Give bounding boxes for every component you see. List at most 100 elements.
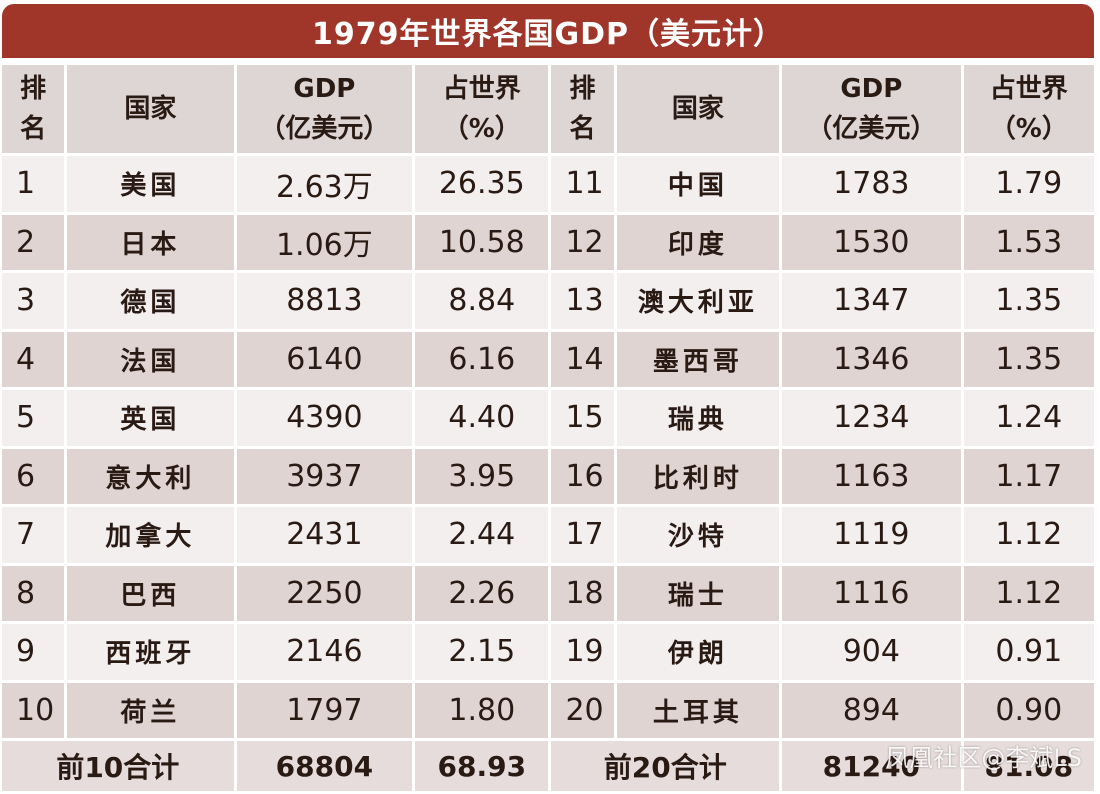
gdp-cell: 6140 bbox=[236, 331, 413, 387]
header-gdp-left: GDP （亿美元） bbox=[236, 65, 413, 153]
table-row: 8 巴西 2250 2.26 18 瑞士 1116 1.12 bbox=[2, 565, 1094, 621]
rank-cell: 5 bbox=[2, 390, 65, 446]
country-cell: 英国 bbox=[67, 390, 234, 446]
share-cell: 0.90 bbox=[963, 682, 1094, 738]
gdp-cell: 904 bbox=[782, 624, 961, 680]
gdp-cell: 4390 bbox=[236, 390, 413, 446]
country-cell: 沙特 bbox=[616, 507, 780, 563]
country-cell: 中国 bbox=[616, 156, 780, 212]
rank-cell: 12 bbox=[551, 214, 614, 270]
gdp-cell: 3937 bbox=[236, 448, 413, 504]
share-cell: 1.24 bbox=[963, 390, 1094, 446]
share-cell: 6.16 bbox=[415, 331, 549, 387]
share-cell: 2.26 bbox=[415, 565, 549, 621]
table-row: 9 西班牙 2146 2.15 19 伊朗 904 0.91 bbox=[2, 624, 1094, 680]
country-cell: 印度 bbox=[616, 214, 780, 270]
top10-total-gdp: 68804 bbox=[236, 741, 413, 791]
country-cell: 日本 bbox=[67, 214, 234, 270]
header-share-right: 占世界 （%） bbox=[963, 65, 1094, 153]
gdp-cell: 2431 bbox=[236, 507, 413, 563]
country-cell: 德国 bbox=[67, 273, 234, 329]
rank-cell: 1 bbox=[2, 156, 65, 212]
share-cell: 1.79 bbox=[963, 156, 1094, 212]
country-cell: 西班牙 bbox=[67, 624, 234, 680]
header-rank-left: 排 名 bbox=[2, 65, 65, 153]
share-cell: 1.53 bbox=[963, 214, 1094, 270]
gdp-cell: 2146 bbox=[236, 624, 413, 680]
country-cell: 澳大利亚 bbox=[616, 273, 780, 329]
rank-cell: 14 bbox=[551, 331, 614, 387]
share-cell: 8.84 bbox=[415, 273, 549, 329]
country-cell: 荷兰 bbox=[67, 682, 234, 738]
gdp-table-card: 1979年世界各国GDP（美元计） 排 名 国家 GDP （亿美元） bbox=[2, 4, 1094, 791]
rank-cell: 8 bbox=[2, 565, 65, 621]
country-cell: 意大利 bbox=[67, 448, 234, 504]
share-cell: 1.35 bbox=[963, 331, 1094, 387]
gdp-cell: 1783 bbox=[782, 156, 961, 212]
country-cell: 加拿大 bbox=[67, 507, 234, 563]
gdp-cell: 1.06万 bbox=[236, 214, 413, 270]
share-cell: 1.80 bbox=[415, 682, 549, 738]
rank-cell: 15 bbox=[551, 390, 614, 446]
country-cell: 比利时 bbox=[616, 448, 780, 504]
gdp-cell: 1116 bbox=[782, 565, 961, 621]
share-cell: 1.35 bbox=[963, 273, 1094, 329]
gdp-cell: 2.63万 bbox=[236, 156, 413, 212]
rank-cell: 20 bbox=[551, 682, 614, 738]
rank-cell: 4 bbox=[2, 331, 65, 387]
rank-cell: 16 bbox=[551, 448, 614, 504]
table-row: 1 美国 2.63万 26.35 11 中国 1783 1.79 bbox=[2, 156, 1094, 212]
share-cell: 1.12 bbox=[963, 565, 1094, 621]
rank-cell: 17 bbox=[551, 507, 614, 563]
header-country-left: 国家 bbox=[67, 65, 234, 153]
rank-cell: 6 bbox=[2, 448, 65, 504]
share-cell: 2.44 bbox=[415, 507, 549, 563]
country-cell: 瑞典 bbox=[616, 390, 780, 446]
header-row: 排 名 国家 GDP （亿美元） 占世界 （%） 排 名 国家 bbox=[2, 65, 1094, 153]
table-row: 5 英国 4390 4.40 15 瑞典 1234 1.24 bbox=[2, 390, 1094, 446]
top20-total-share: 81.08 bbox=[963, 741, 1094, 791]
table-row: 7 加拿大 2431 2.44 17 沙特 1119 1.12 bbox=[2, 507, 1094, 563]
rank-cell: 11 bbox=[551, 156, 614, 212]
share-cell: 3.95 bbox=[415, 448, 549, 504]
gdp-cell: 1163 bbox=[782, 448, 961, 504]
share-cell: 0.91 bbox=[963, 624, 1094, 680]
totals-row: 前10合计 68804 68.93 前20合计 81240 81.08 bbox=[2, 741, 1094, 791]
country-cell: 伊朗 bbox=[616, 624, 780, 680]
country-cell: 美国 bbox=[67, 156, 234, 212]
rank-cell: 3 bbox=[2, 273, 65, 329]
rank-cell: 10 bbox=[2, 682, 65, 738]
share-cell: 1.17 bbox=[963, 448, 1094, 504]
header-rank-right: 排 名 bbox=[551, 65, 614, 153]
rank-cell: 7 bbox=[2, 507, 65, 563]
top10-total-share: 68.93 bbox=[415, 741, 549, 791]
table-row: 3 德国 8813 8.84 13 澳大利亚 1347 1.35 bbox=[2, 273, 1094, 329]
top10-total-label: 前10合计 bbox=[2, 741, 234, 791]
header-share-left: 占世界 （%） bbox=[415, 65, 549, 153]
share-cell: 10.58 bbox=[415, 214, 549, 270]
gdp-cell: 1119 bbox=[782, 507, 961, 563]
country-cell: 瑞士 bbox=[616, 565, 780, 621]
table-row: 6 意大利 3937 3.95 16 比利时 1163 1.17 bbox=[2, 448, 1094, 504]
gdp-cell: 2250 bbox=[236, 565, 413, 621]
country-cell: 法国 bbox=[67, 331, 234, 387]
gdp-cell: 1530 bbox=[782, 214, 961, 270]
share-cell: 1.12 bbox=[963, 507, 1094, 563]
top20-total-gdp: 81240 bbox=[782, 741, 961, 791]
rank-cell: 9 bbox=[2, 624, 65, 680]
rank-cell: 19 bbox=[551, 624, 614, 680]
rank-cell: 18 bbox=[551, 565, 614, 621]
header-gdp-right: GDP （亿美元） bbox=[782, 65, 961, 153]
gdp-cell: 1234 bbox=[782, 390, 961, 446]
rank-cell: 2 bbox=[2, 214, 65, 270]
gdp-cell: 894 bbox=[782, 682, 961, 738]
table-row: 2 日本 1.06万 10.58 12 印度 1530 1.53 bbox=[2, 214, 1094, 270]
table-title: 1979年世界各国GDP（美元计） bbox=[2, 4, 1094, 58]
country-cell: 土耳其 bbox=[616, 682, 780, 738]
gdp-cell: 8813 bbox=[236, 273, 413, 329]
gdp-table: 排 名 国家 GDP （亿美元） 占世界 （%） 排 名 国家 bbox=[0, 62, 1097, 794]
top20-total-label: 前20合计 bbox=[551, 741, 780, 791]
share-cell: 2.15 bbox=[415, 624, 549, 680]
country-cell: 墨西哥 bbox=[616, 331, 780, 387]
gdp-cell: 1347 bbox=[782, 273, 961, 329]
